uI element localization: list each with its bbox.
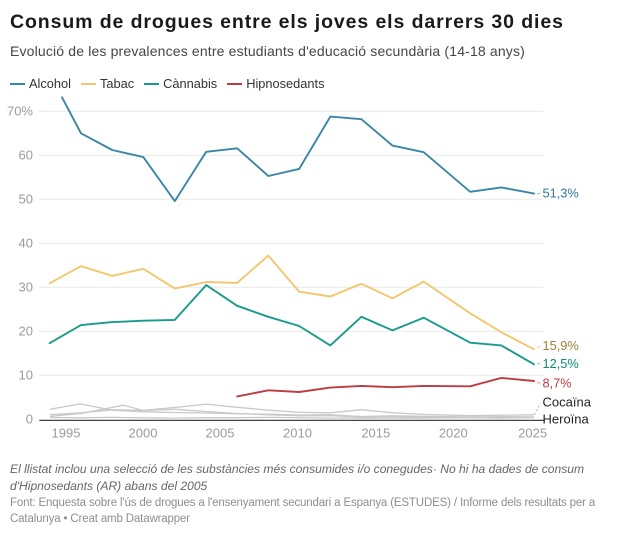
svg-text:2010: 2010 [283,426,312,441]
svg-text:2020: 2020 [439,426,468,441]
svg-text:30: 30 [19,280,33,295]
svg-text:Heroïna: Heroïna [543,411,590,426]
svg-text:40: 40 [19,236,33,251]
svg-text:51,3%: 51,3% [543,186,579,201]
svg-text:60: 60 [19,148,33,163]
svg-text:0: 0 [26,412,33,427]
svg-text:2005: 2005 [206,426,235,441]
svg-text:20: 20 [19,324,33,339]
svg-text:50: 50 [19,192,33,207]
svg-text:2000: 2000 [129,426,158,441]
svg-text:2015: 2015 [361,426,390,441]
svg-text:70%: 70% [7,104,33,119]
svg-text:2025: 2025 [518,426,547,441]
svg-text:15,9%: 15,9% [543,338,579,353]
svg-text:Cocaïna: Cocaïna [543,395,592,410]
svg-text:10: 10 [19,368,33,383]
svg-text:12,5%: 12,5% [543,356,579,371]
svg-text:1995: 1995 [52,426,81,441]
svg-text:8,7%: 8,7% [543,376,572,391]
